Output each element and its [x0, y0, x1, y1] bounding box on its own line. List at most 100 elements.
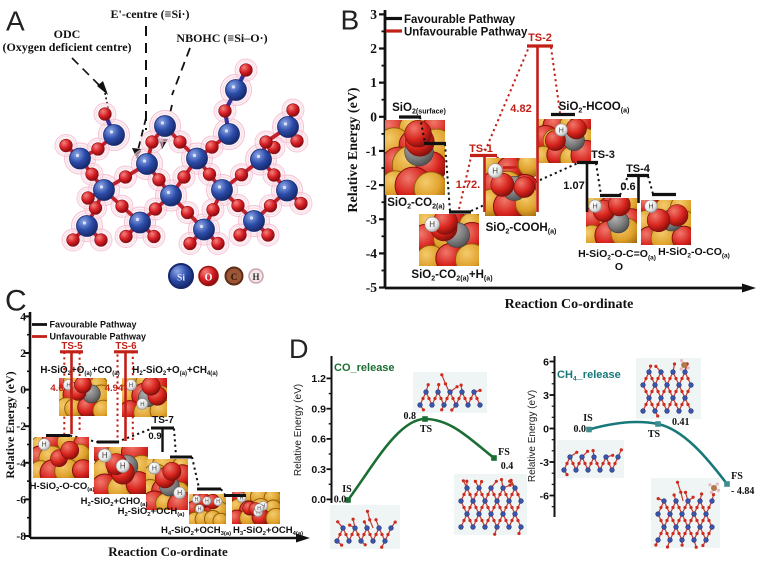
svg-text:B: B — [341, 5, 360, 36]
svg-text:-6: -6 — [540, 490, 549, 502]
svg-text:-4: -4 — [16, 458, 26, 470]
svg-text:Reaction Co-ordinate: Reaction Co-ordinate — [505, 297, 634, 312]
svg-text:Reaction Co-ordinate: Reaction Co-ordinate — [108, 544, 228, 559]
svg-text:O: O — [615, 261, 623, 273]
svg-text:0.41: 0.41 — [672, 417, 690, 428]
svg-text:FS: FS — [731, 471, 743, 482]
svg-text:Unfavourable Pathway: Unfavourable Pathway — [404, 27, 528, 39]
svg-text:3: 3 — [370, 7, 377, 22]
svg-text:H: H — [492, 167, 498, 176]
svg-text:4: 4 — [20, 311, 26, 323]
svg-text:1.2: 1.2 — [311, 373, 326, 385]
svg-text:CO_release: CO_release — [334, 362, 395, 374]
svg-text:H: H — [205, 499, 209, 505]
svg-text:(Oxygen deficient centre): (Oxygen deficient centre) — [2, 40, 131, 54]
svg-text:-3: -3 — [540, 457, 549, 469]
svg-text:H-SiO2​-O-CO(a)​: H-SiO2​-O-CO(a)​ — [30, 481, 95, 493]
svg-text:0.4: 0.4 — [501, 461, 514, 472]
svg-text:H-SiO2​-O-CO(a)​: H-SiO2​-O-CO(a)​ — [658, 246, 730, 259]
svg-text:-2: -2 — [16, 421, 26, 433]
svg-text:4.94: 4.94 — [105, 383, 124, 394]
svg-text:0: 0 — [543, 423, 549, 435]
svg-text:TS-5: TS-5 — [61, 341, 83, 352]
svg-text:A: A — [6, 6, 25, 37]
svg-text:SiO2​-COOH(a)​: SiO2​-COOH(a)​ — [486, 222, 557, 236]
svg-text:0: 0 — [370, 109, 377, 124]
svg-text:TS: TS — [420, 424, 433, 435]
svg-text:-1: -1 — [366, 143, 377, 158]
svg-text:4.82: 4.82 — [510, 103, 531, 115]
svg-text:SiO2​-CO2(a)​+H(a)​: SiO2​-CO2(a)​+H(a)​ — [411, 269, 493, 283]
svg-text:H: H — [559, 127, 564, 134]
svg-text:H: H — [648, 204, 653, 211]
svg-text:2: 2 — [370, 41, 377, 56]
svg-text:-6: -6 — [16, 494, 26, 506]
svg-text:H: H — [429, 220, 435, 229]
svg-text:H: H — [102, 451, 108, 460]
svg-text:0.9: 0.9 — [148, 431, 161, 442]
svg-text:H: H — [195, 497, 199, 503]
svg-text:Relative Energy (eV): Relative Energy (eV) — [3, 371, 17, 478]
svg-text:TS-1: TS-1 — [469, 143, 493, 155]
svg-text:0.0: 0.0 — [311, 494, 326, 506]
svg-text:Unfavourable Pathway: Unfavourable Pathway — [50, 332, 147, 342]
svg-text:H3​-SiO2​+OCH4(a)​: H3​-SiO2​+OCH4(a)​ — [233, 525, 303, 537]
svg-text:H4​-SiO2​+OCH3(a)​: H4​-SiO2​+OCH3(a)​ — [161, 525, 231, 537]
svg-text:H2​-SiO2​+O(a)​+CH4(a)​: H2​-SiO2​+O(a)​+CH4(a)​ — [132, 365, 218, 377]
svg-text:0: 0 — [20, 385, 26, 397]
svg-text:3: 3 — [543, 390, 549, 402]
svg-text:Relative Energy (eV): Relative Energy (eV) — [527, 390, 538, 482]
svg-text:Si: Si — [177, 274, 185, 284]
svg-text:H: H — [42, 442, 47, 449]
svg-text:H2​-SiO2​+OCH(a)​: H2​-SiO2​+OCH(a)​ — [118, 506, 185, 518]
svg-text:1.07: 1.07 — [563, 180, 584, 192]
svg-text:2: 2 — [20, 348, 26, 360]
svg-text:Relative Energy (eV): Relative Energy (eV) — [293, 384, 304, 476]
svg-text:H: H — [129, 383, 133, 389]
svg-text:6: 6 — [543, 356, 549, 368]
svg-text:-2: -2 — [366, 178, 377, 193]
svg-text:H: H — [198, 506, 202, 512]
svg-text:H-SiO2​-O-C=O(a)​: H-SiO2​-O-C=O(a)​ — [578, 248, 656, 261]
svg-text:0.6: 0.6 — [311, 434, 326, 446]
svg-text:0.0: 0.0 — [334, 495, 347, 506]
svg-text:H: H — [177, 490, 182, 497]
svg-text:TS-7: TS-7 — [152, 415, 174, 426]
svg-text:TS-6: TS-6 — [115, 341, 137, 352]
svg-text:0.3: 0.3 — [311, 464, 326, 476]
svg-text:CH4​_release: CH4​_release — [557, 369, 621, 382]
svg-text:- 4.84: - 4.84 — [731, 486, 754, 497]
svg-text:TS: TS — [648, 429, 661, 440]
svg-text:1: 1 — [370, 75, 377, 90]
svg-text:-4: -4 — [366, 246, 377, 261]
svg-text:Relative Energy (eV): Relative Energy (eV) — [346, 87, 361, 213]
svg-text:H: H — [257, 506, 261, 512]
svg-text:O: O — [205, 273, 213, 284]
svg-text:NBOHC (≡Si–O·): NBOHC (≡Si–O·) — [176, 31, 267, 45]
svg-text:IS: IS — [342, 484, 352, 495]
svg-text:1.72.: 1.72. — [456, 179, 480, 191]
svg-text:H-SiO2​+O(a)​+CO(a)​: H-SiO2​+O(a)​+CO(a)​ — [40, 365, 119, 377]
svg-text:H: H — [593, 204, 598, 211]
svg-text:ODC: ODC — [54, 27, 81, 41]
svg-text:0.9: 0.9 — [311, 403, 326, 415]
svg-text:E'-centre (≡Si·): E'-centre (≡Si·) — [111, 7, 190, 21]
svg-text:IS: IS — [583, 413, 593, 424]
svg-text:FS: FS — [498, 447, 510, 458]
svg-text:H: H — [252, 272, 259, 282]
svg-text:SiO2​-HCOO(a)​: SiO2​-HCOO(a)​ — [559, 101, 630, 115]
svg-text:H: H — [216, 499, 220, 505]
svg-text:0.8: 0.8 — [404, 411, 417, 422]
svg-text:0.0: 0.0 — [574, 424, 587, 435]
svg-text:Favourable Pathway: Favourable Pathway — [50, 320, 137, 330]
svg-text:H: H — [152, 465, 157, 472]
svg-text:H: H — [140, 402, 144, 408]
svg-text:TS-3: TS-3 — [591, 149, 615, 161]
svg-text:-8: -8 — [16, 531, 26, 543]
svg-text:-5: -5 — [366, 280, 377, 295]
svg-text:-3: -3 — [366, 212, 377, 227]
svg-text:TS-2: TS-2 — [528, 32, 552, 44]
svg-text:4.6: 4.6 — [50, 383, 63, 394]
svg-text:H: H — [66, 383, 70, 389]
svg-text:D: D — [289, 334, 309, 364]
